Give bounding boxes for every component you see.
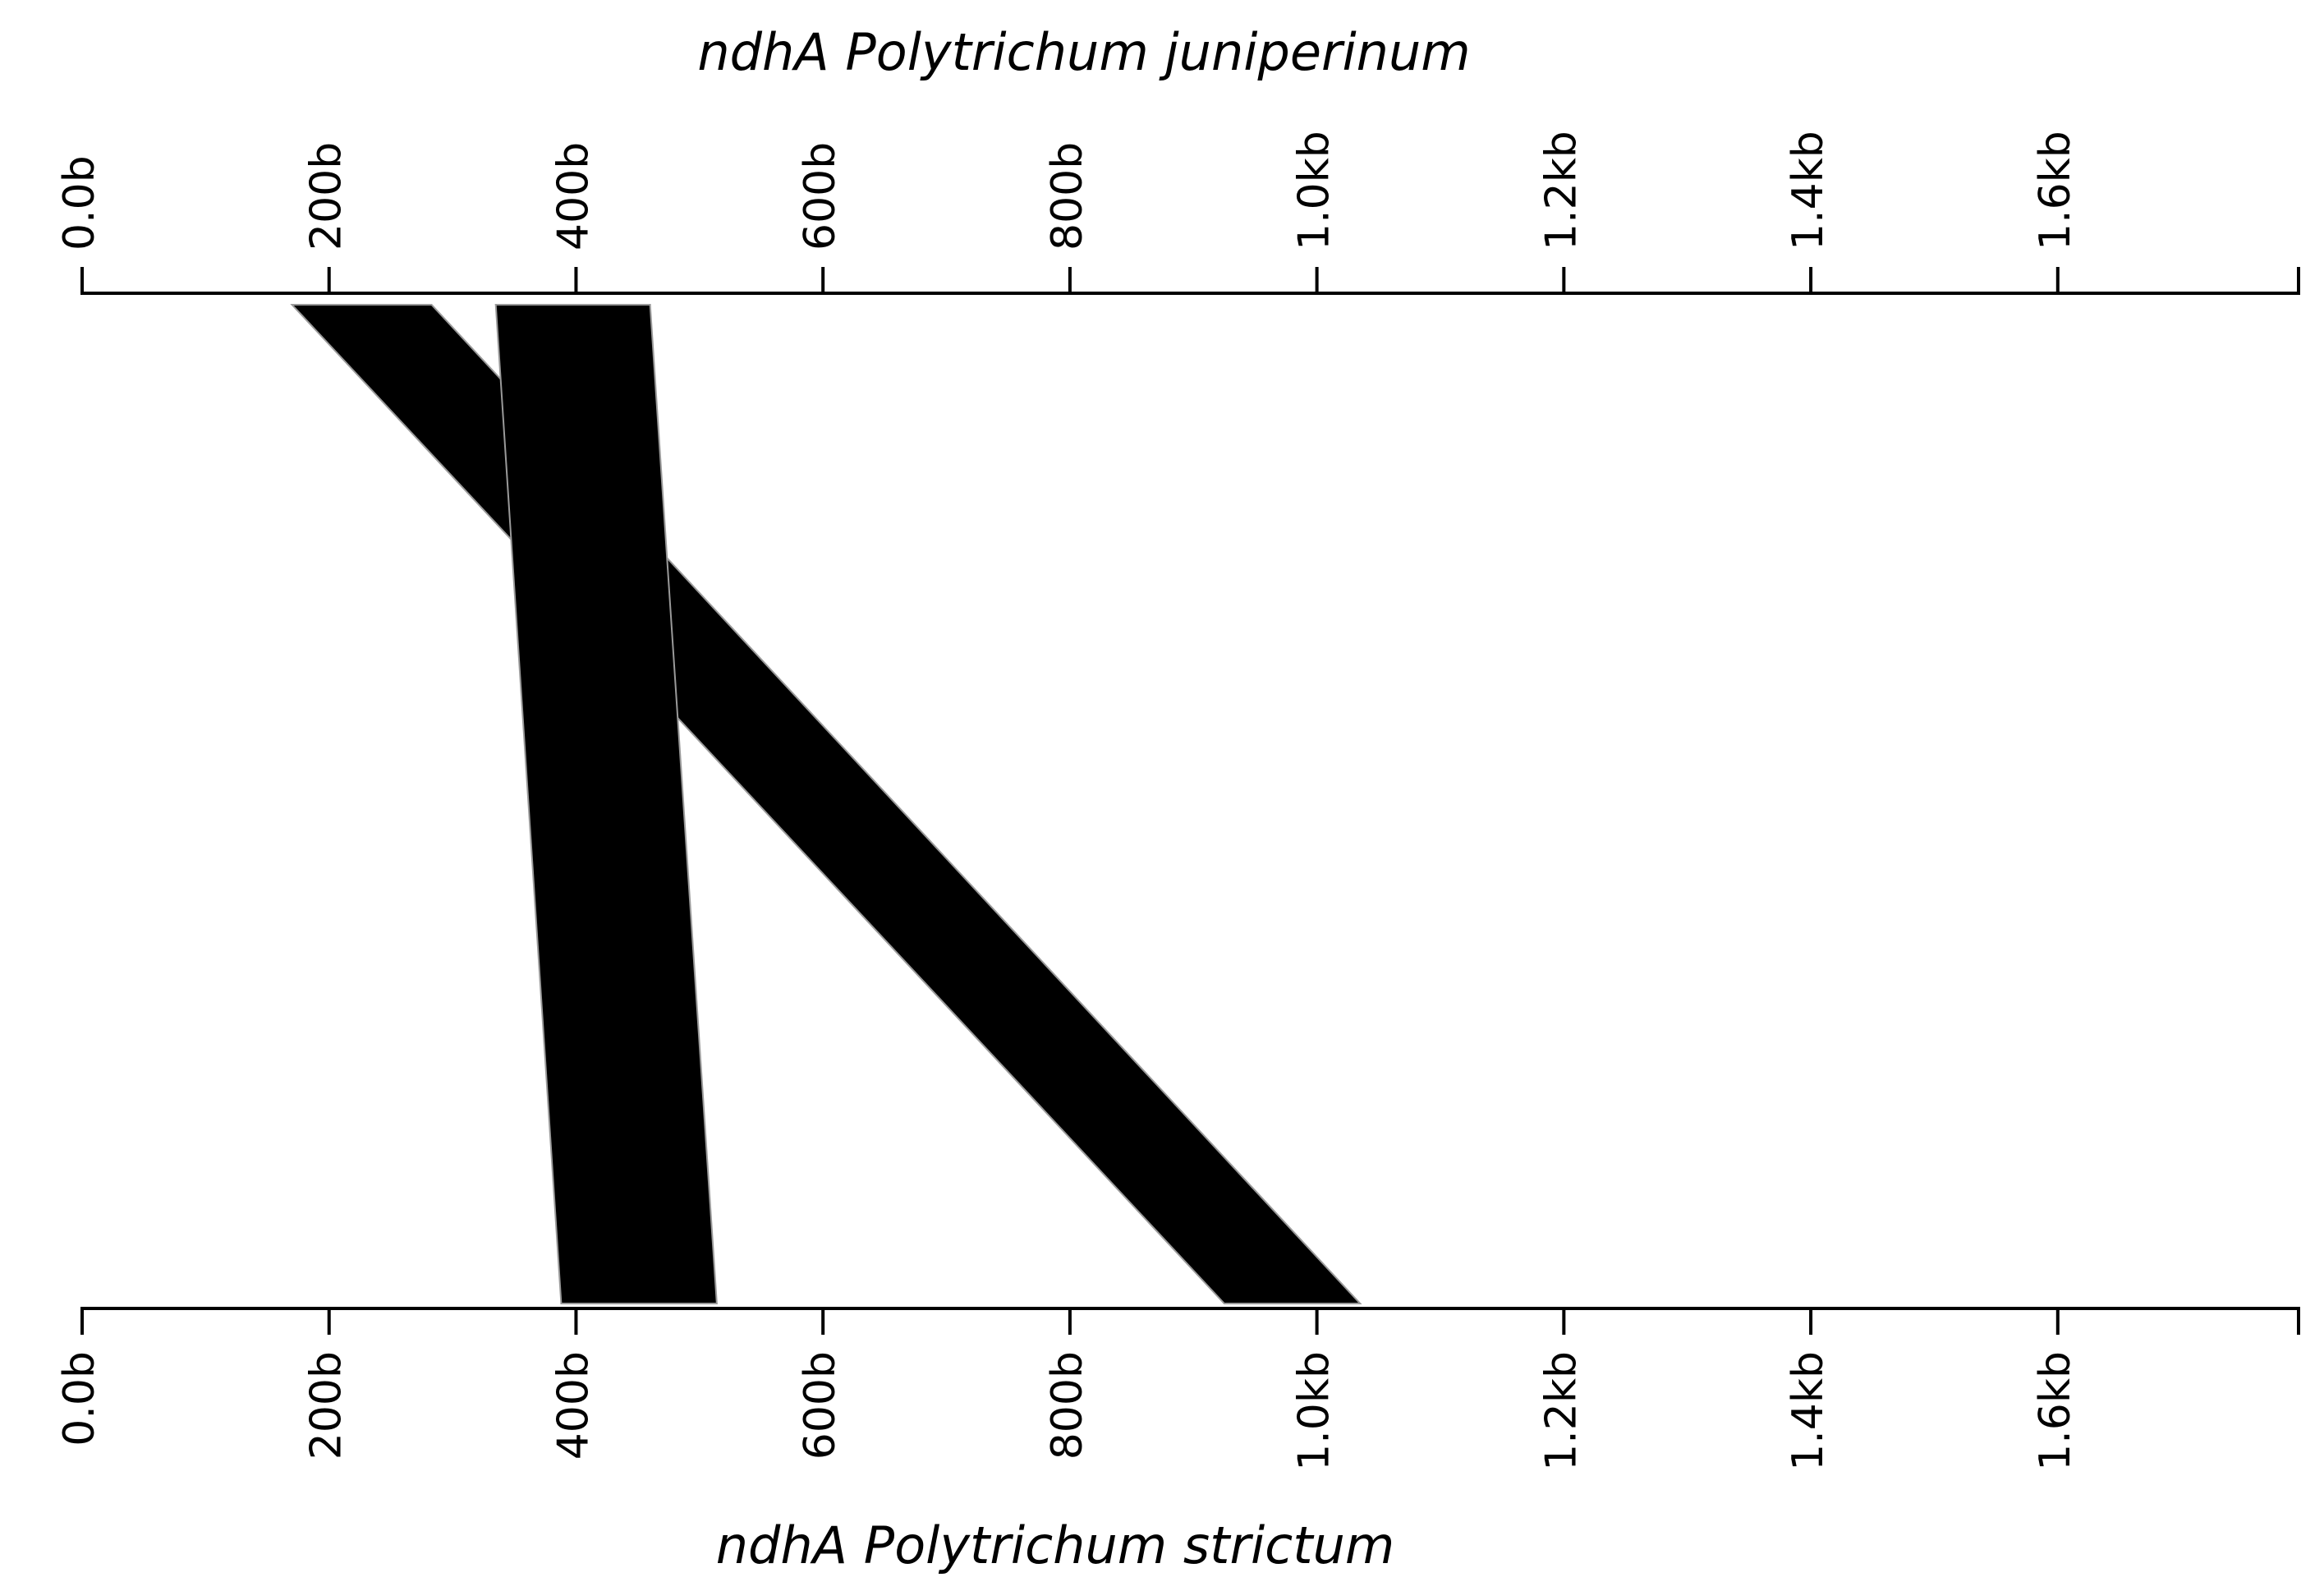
tick-label: 600b: [796, 1351, 845, 1460]
tick-label: 800b: [1043, 1351, 1092, 1460]
tick-label: 200b: [302, 1351, 351, 1460]
tick-label: 0.0b: [55, 155, 104, 251]
top-genome-title: ndhA Polytrichum juniperinum: [697, 22, 1470, 82]
bottom-genome-title: ndhA Polytrichum strictum: [716, 1515, 1395, 1575]
tick-label: 1.6kb: [2031, 131, 2080, 251]
tick-label: 400b: [549, 1351, 598, 1460]
tick-label: 1.0kb: [1290, 131, 1339, 251]
tick-label: 800b: [1043, 142, 1092, 251]
comparison-segment: [290, 304, 1362, 1304]
tick-label: 600b: [796, 142, 845, 251]
tick-label: 400b: [549, 142, 598, 251]
tick-label: 200b: [302, 142, 351, 251]
comparison-segment: [494, 304, 718, 1304]
tick-label: 1.0kb: [1290, 1351, 1339, 1471]
genome-axis: [80, 267, 2300, 295]
tick-label: 1.2kb: [1536, 1351, 1586, 1471]
tick-label: 1.4kb: [1784, 131, 1833, 251]
tick-label: 1.6kb: [2031, 1351, 2080, 1471]
tick-label: 1.4kb: [1784, 1351, 1833, 1471]
genome-axis: [80, 1307, 2300, 1335]
tick-label: 1.2kb: [1536, 131, 1586, 251]
tick-label: 0.0b: [55, 1351, 104, 1446]
